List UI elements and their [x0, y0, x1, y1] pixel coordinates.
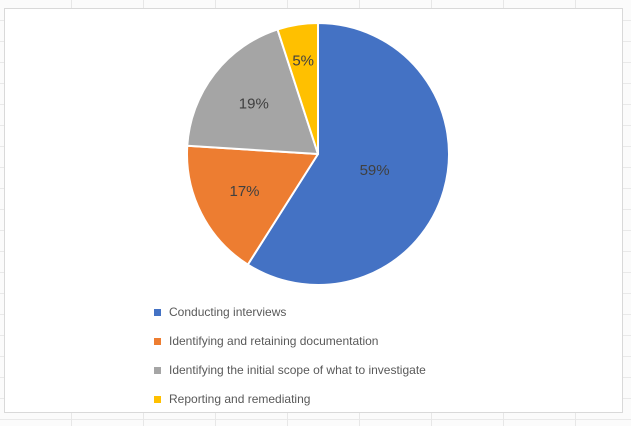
pie-slice-label-2: 19% — [239, 96, 269, 113]
legend-item-reporting-remediating[interactable]: Reporting and remediating — [154, 392, 426, 406]
legend-item-identifying-initial-scope[interactable]: Identifying the initial scope of what to… — [154, 363, 426, 377]
legend-swatch-1 — [154, 337, 161, 345]
pie-slice-label-3: 5% — [292, 52, 314, 69]
legend-label: Conducting interviews — [169, 305, 287, 319]
pie-chart-svg: 59% 17% 19% 5% — [186, 22, 450, 286]
pie-slice-1[interactable] — [186, 144, 319, 266]
chart-object[interactable]: 59% 17% 19% 5% Conducting interviews Identi… — [4, 8, 623, 413]
pie-slice-3[interactable] — [276, 22, 319, 155]
pie-slice-0[interactable] — [246, 22, 450, 286]
legend: Conducting interviews Identifying and re… — [154, 305, 426, 406]
legend-swatch-0 — [154, 308, 161, 316]
pie-slice-label-0: 59% — [360, 162, 390, 179]
pie-slice-label-1: 17% — [229, 183, 259, 200]
legend-label: Identifying the initial scope of what to… — [169, 363, 426, 377]
legend-swatch-2 — [154, 366, 161, 374]
legend-label: Reporting and remediating — [169, 392, 311, 406]
legend-item-identifying-retaining-documentation[interactable]: Identifying and retaining documentation — [154, 334, 426, 348]
legend-label: Identifying and retaining documentation — [169, 334, 379, 348]
pie-slice-2[interactable] — [186, 28, 319, 155]
legend-item-conducting-interviews[interactable]: Conducting interviews — [154, 305, 426, 319]
legend-swatch-3 — [154, 395, 161, 403]
